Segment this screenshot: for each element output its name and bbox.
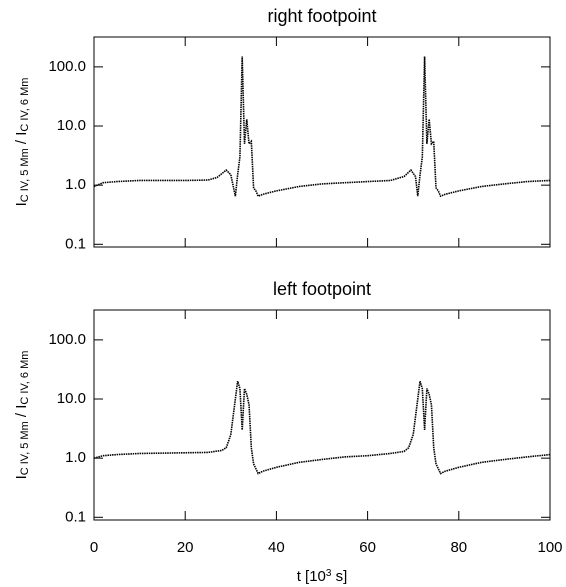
y-label-subscript: C IV, 5 Mm bbox=[19, 421, 31, 475]
y-tick-label: 10.0 bbox=[57, 117, 86, 134]
y-tick-label: 1.0 bbox=[65, 449, 86, 466]
data-line bbox=[93, 380, 551, 475]
y-label-text: / I bbox=[13, 132, 30, 149]
plot-frame bbox=[93, 36, 551, 248]
data-line bbox=[93, 56, 551, 198]
y-tick-label: 100.0 bbox=[48, 331, 86, 348]
y-label-subscript: C IV, 6 Mm bbox=[19, 78, 31, 132]
y-label-text: I bbox=[13, 202, 30, 206]
y-axis-label: IC IV, 5 Mm / IC IV, 6 Mm bbox=[13, 78, 31, 207]
x-tick-label: 20 bbox=[177, 539, 194, 556]
x-tick-label: 0 bbox=[90, 539, 98, 556]
y-tick-label: 0.1 bbox=[65, 508, 86, 525]
x-tick-label: 100 bbox=[537, 539, 562, 556]
x-tick-label: 40 bbox=[268, 539, 285, 556]
x-label-superscript: 3 bbox=[326, 568, 332, 579]
y-label-text: / I bbox=[13, 405, 30, 422]
chart-title: left footpoint bbox=[273, 279, 371, 299]
x-tick-label: 80 bbox=[450, 539, 467, 556]
x-label-text: t [10 bbox=[297, 568, 326, 585]
y-label-subscript: C IV, 6 Mm bbox=[19, 351, 31, 405]
y-tick-label: 10.0 bbox=[57, 390, 86, 407]
x-axis-label: t [103 s] bbox=[297, 568, 348, 585]
y-tick-label: 100.0 bbox=[48, 58, 86, 75]
plot-frame bbox=[93, 309, 551, 521]
y-label-subscript: C IV, 5 Mm bbox=[19, 148, 31, 202]
x-tick-label: 60 bbox=[359, 539, 376, 556]
chart-title: right footpoint bbox=[267, 6, 376, 26]
y-tick-label: 0.1 bbox=[65, 235, 86, 252]
y-label-text: I bbox=[13, 475, 30, 479]
x-label-text: s] bbox=[331, 568, 347, 585]
y-tick-label: 1.0 bbox=[65, 176, 86, 193]
y-axis-label: IC IV, 5 Mm / IC IV, 6 Mm bbox=[13, 351, 31, 480]
